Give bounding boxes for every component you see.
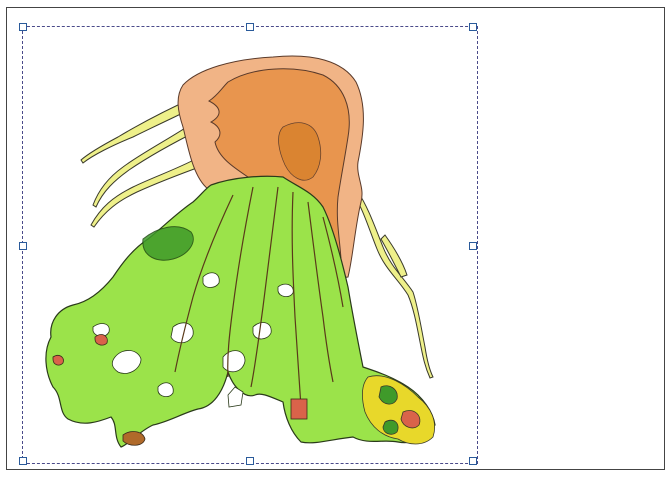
yellow-flow-channels [80,96,434,379]
resize-handle-middle-right[interactable] [469,242,477,250]
dark-vegetation-patch [142,226,194,261]
resize-handle-bottom-left[interactable] [19,457,27,465]
lava-field-inner [278,122,322,181]
resize-handle-bottom-center[interactable] [246,457,254,465]
resize-handle-bottom-right[interactable] [469,457,477,465]
resize-handle-top-center[interactable] [246,23,254,31]
resize-handle-top-left[interactable] [19,23,27,31]
red-rock-patches [52,334,308,446]
layout-page [6,7,665,470]
geologic-map [45,55,436,448]
resize-handle-middle-left[interactable] [19,242,27,250]
flow-lines [174,186,344,408]
southeast-rock-area [361,375,435,445]
resize-handle-top-right[interactable] [469,23,477,31]
map-item[interactable] [19,23,478,465]
